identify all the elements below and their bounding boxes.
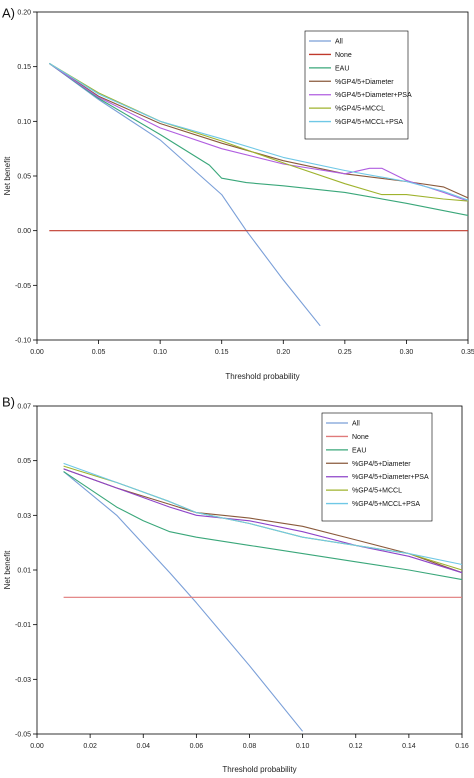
x-tick-label: 0.02 — [83, 743, 97, 750]
x-tick-label: 0.14 — [402, 743, 416, 750]
x-tick-label: 0.06 — [190, 743, 204, 750]
series-line-eau — [48, 62, 469, 216]
legend-entry: All — [335, 39, 343, 46]
x-axis-label: Threshold probability — [225, 372, 299, 381]
legend-entry: All — [352, 421, 360, 428]
legend-entry: EAU — [352, 447, 366, 454]
series-line-eau — [63, 471, 463, 581]
legend-entry: %GP4/5+Diameter — [335, 79, 394, 86]
x-tick-label: 0.25 — [338, 349, 352, 356]
series-line-all — [63, 471, 304, 732]
x-tick-label: 0.12 — [349, 743, 363, 750]
series-line-gp4-5-diameter — [63, 468, 463, 574]
legend-entry: %GP4/5+MCCL+PSA — [352, 501, 420, 508]
y-tick-label: -0.05 — [15, 283, 31, 290]
x-tick-label: 0.35 — [461, 349, 474, 356]
legend-box — [321, 412, 433, 522]
legend-entry: %GP4/5+Diameter+PSA — [352, 474, 429, 481]
x-tick-label: 0.08 — [243, 743, 257, 750]
chart-panel-a: A) 0.00 0.05 0.10 0.15 0.20 0.25 0.30 0.35 -0.10 -… — [2, 5, 474, 381]
legend-entry: EAU — [335, 65, 349, 72]
legend-entry: %GP4/5+Diameter — [352, 461, 411, 468]
x-tick-label: 0.00 — [30, 349, 44, 356]
x-tick-label: 0.16 — [455, 743, 469, 750]
series-line-all — [48, 62, 321, 327]
x-tick-label: 0.10 — [296, 743, 310, 750]
y-tick-label: 0.20 — [17, 10, 31, 17]
y-tick-label: -0.10 — [15, 338, 31, 345]
x-tick-label: 0.15 — [215, 349, 229, 356]
legend-entry: %GP4/5+Diameter+PSA — [335, 92, 412, 99]
y-tick-label: 0.10 — [17, 119, 31, 126]
legend: All None EAU %GP4/5+Diameter %GP4/5+Diameter… — [304, 30, 412, 140]
y-tick-label: 0.03 — [17, 513, 31, 520]
x-tick-label: 0.10 — [153, 349, 167, 356]
y-tick-label: -0.03 — [15, 677, 31, 684]
y-tick-label: 0.15 — [17, 64, 31, 71]
x-axis-label: Threshold probability — [222, 765, 296, 774]
x-tick-label: 0.00 — [30, 743, 44, 750]
legend-entry: None — [352, 434, 369, 441]
chart-panel-b: B) 0.00 0.02 0.04 0.06 0.08 0.10 0.12 0.14 0.16 -0… — [2, 394, 469, 774]
x-tick-label: 0.30 — [400, 349, 414, 356]
y-tick-label: -0.05 — [15, 732, 31, 739]
legend-entry: %GP4/5+MCCL — [335, 106, 385, 113]
y-tick-label: 0.05 — [17, 174, 31, 181]
series-line-gp4-5-diameter — [48, 62, 469, 199]
series-line-gp4-5-mccl-psa — [49, 62, 469, 201]
y-tick-label: 0.01 — [17, 568, 31, 575]
legend: All None EAU %GP4/5+Diameter %GP4/5+Diameter… — [321, 412, 433, 522]
y-axis-label: Net benefit — [3, 550, 12, 589]
y-tick-label: 0.07 — [17, 404, 31, 411]
x-tick-label: 0.04 — [136, 743, 150, 750]
x-tick-label: 0.20 — [276, 349, 290, 356]
series-line-gp4-5-mccl-psa — [63, 462, 463, 566]
x-tick-label: 0.05 — [92, 349, 106, 356]
y-tick-label: 0.00 — [17, 228, 31, 235]
y-tick-label: 0.05 — [17, 458, 31, 465]
y-axis-label: Net benefit — [3, 156, 12, 195]
panel-label: A) — [2, 5, 15, 20]
legend-entry: %GP4/5+MCCL+PSA — [335, 119, 403, 126]
y-tick-label: -0.01 — [15, 622, 31, 629]
legend-entry: %GP4/5+MCCL — [352, 488, 402, 495]
series-line-gp4-5-diameter-psa — [63, 468, 463, 574]
legend-entry: None — [335, 52, 352, 59]
panel-label: B) — [2, 394, 15, 409]
